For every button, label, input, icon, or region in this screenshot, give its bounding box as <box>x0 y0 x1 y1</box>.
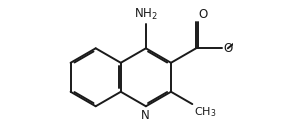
Text: CH$_3$: CH$_3$ <box>194 106 217 119</box>
Text: O: O <box>198 8 207 21</box>
Text: O: O <box>223 42 232 55</box>
Text: N: N <box>141 109 149 122</box>
Text: NH$_2$: NH$_2$ <box>134 7 158 22</box>
